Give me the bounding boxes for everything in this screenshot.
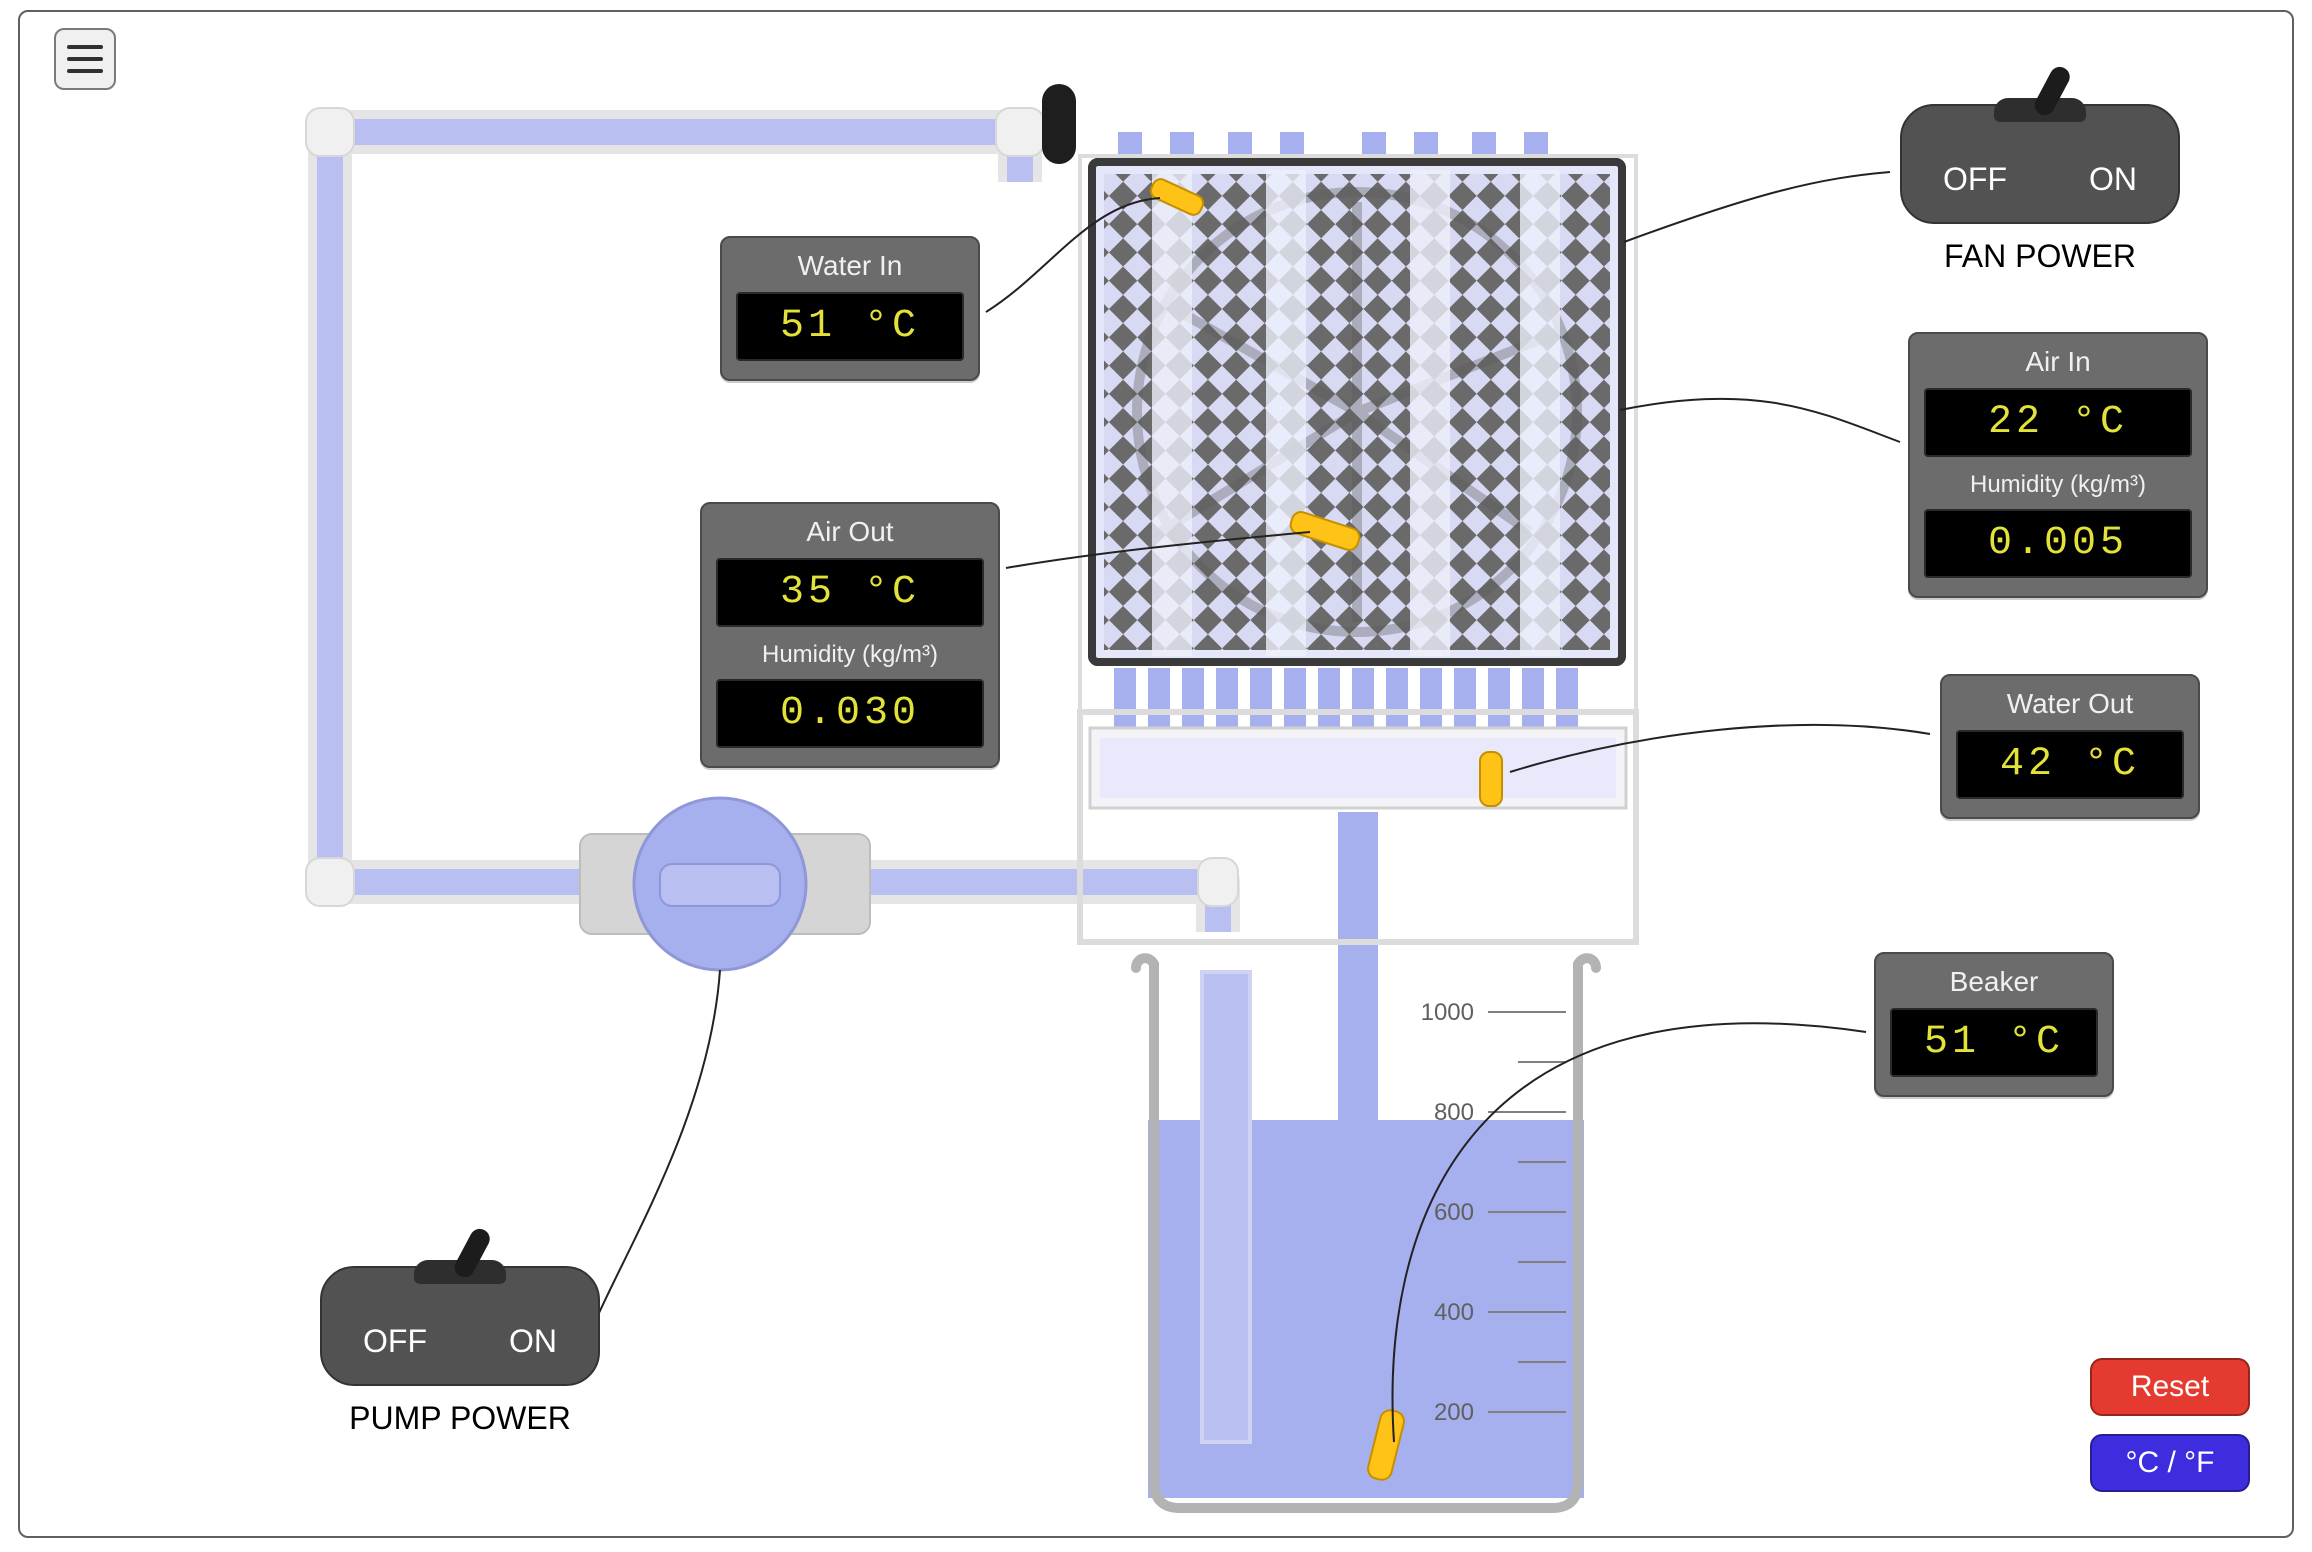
gauge-air-in: Air In 22 °C Humidity (kg/m³) 0.005 — [1908, 332, 2208, 598]
gauge-value: 51 °C — [736, 292, 964, 361]
gauge-humidity-label: Humidity (kg/m³) — [716, 641, 984, 669]
svg-text:600: 600 — [1434, 1199, 1474, 1226]
pump-power-switch[interactable]: OFF ON — [320, 1266, 600, 1386]
menu-button[interactable] — [54, 28, 116, 90]
gauge-humidity-label: Humidity (kg/m³) — [1924, 471, 2192, 499]
gauge-title: Water Out — [1956, 688, 2184, 720]
switch-off-label: OFF — [1943, 161, 2007, 198]
gauge-water-out: Water Out 42 °C — [1940, 674, 2200, 819]
switch-off-label: OFF — [363, 1323, 427, 1360]
gauge-title: Air In — [1924, 346, 2192, 378]
unit-toggle-button[interactable]: °C / °F — [2090, 1434, 2250, 1492]
reset-label: Reset — [2131, 1370, 2209, 1404]
switch-on-label: ON — [2089, 161, 2137, 198]
gauge-water-in: Water In 51 °C — [720, 236, 980, 381]
app-frame: 1000 800 600 400 200 Water In 51 °C Air … — [18, 10, 2294, 1538]
switch-on-label: ON — [509, 1323, 557, 1360]
gauge-title: Beaker — [1890, 966, 2098, 998]
svg-text:400: 400 — [1434, 1299, 1474, 1326]
gauge-humidity: 0.005 — [1924, 509, 2192, 578]
svg-text:1000: 1000 — [1421, 999, 1474, 1026]
gauge-value: 35 °C — [716, 558, 984, 627]
fan-power-caption: FAN POWER — [1900, 238, 2180, 275]
gauge-value: 51 °C — [1890, 1008, 2098, 1077]
radiator — [1080, 132, 1636, 1122]
gauge-value: 42 °C — [1956, 730, 2184, 799]
fan-power-switch[interactable]: OFF ON — [1900, 104, 2180, 224]
gauge-title: Air Out — [716, 516, 984, 548]
pump-power-caption: PUMP POWER — [320, 1400, 600, 1437]
svg-text:200: 200 — [1434, 1399, 1474, 1426]
gauge-humidity: 0.030 — [716, 679, 984, 748]
pump — [580, 798, 870, 970]
gauge-air-out: Air Out 35 °C Humidity (kg/m³) 0.030 — [700, 502, 1000, 768]
beaker: 1000 800 600 400 200 — [1136, 958, 1596, 1508]
gauge-beaker: Beaker 51 °C — [1874, 952, 2114, 1097]
unit-label: °C / °F — [2126, 1446, 2215, 1480]
svg-text:800: 800 — [1434, 1099, 1474, 1126]
reset-button[interactable]: Reset — [2090, 1358, 2250, 1416]
gauge-title: Water In — [736, 250, 964, 282]
gauge-value: 22 °C — [1924, 388, 2192, 457]
